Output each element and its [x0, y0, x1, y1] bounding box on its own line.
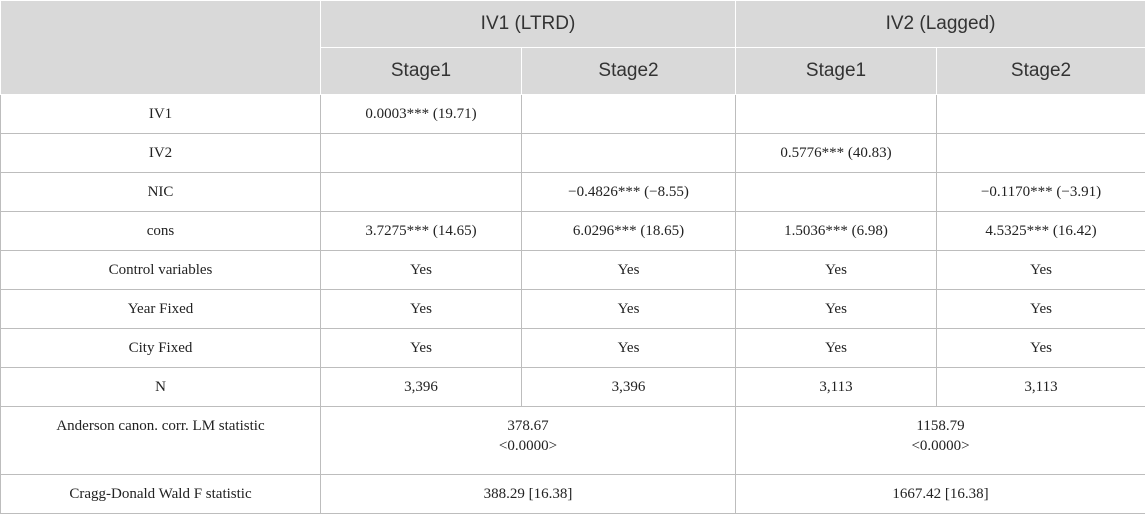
table-row: City Fixed Yes Yes Yes Yes — [1, 329, 1145, 368]
row-label: NIC — [1, 173, 321, 212]
table-cell: Yes — [937, 251, 1145, 290]
table-cell: 4.5325*** (16.42) — [937, 212, 1145, 251]
row-label: N — [1, 368, 321, 407]
table-cell: 1.5036*** (6.98) — [736, 212, 937, 251]
table-cell: Yes — [736, 251, 937, 290]
table-row: cons 3.7275*** (14.65) 6.0296*** (18.65)… — [1, 212, 1145, 251]
table-cell: Yes — [937, 329, 1145, 368]
table-cell: Yes — [736, 290, 937, 329]
anderson-row: Anderson canon. corr. LM statistic 378.6… — [1, 407, 1145, 475]
table-cell: Yes — [321, 290, 522, 329]
header-group-iv1: IV1 (LTRD) — [321, 1, 736, 48]
table-cell: 3,113 — [937, 368, 1145, 407]
anderson-iv2-cell: 1158.79 <0.0000> — [736, 407, 1145, 475]
row-label: City Fixed — [1, 329, 321, 368]
cragg-row: Cragg-Donald Wald F statistic 388.29 [16… — [1, 475, 1145, 514]
table-cell: Yes — [736, 329, 937, 368]
table-cell: −0.1170*** (−3.91) — [937, 173, 1145, 212]
row-label: cons — [1, 212, 321, 251]
table-cell — [522, 95, 736, 134]
anderson-iv1-value: 378.67 — [327, 416, 729, 436]
table-row: IV1 0.0003*** (19.71) — [1, 95, 1145, 134]
table-cell: Yes — [522, 251, 736, 290]
row-label: Anderson canon. corr. LM statistic — [1, 407, 321, 475]
row-label: IV1 — [1, 95, 321, 134]
table-cell: 3,396 — [522, 368, 736, 407]
table-cell: 0.5776*** (40.83) — [736, 134, 937, 173]
table-cell — [937, 134, 1145, 173]
table-cell — [321, 173, 522, 212]
cragg-iv1-cell: 388.29 [16.38] — [321, 475, 736, 514]
table-cell: Yes — [321, 329, 522, 368]
table-row: IV2 0.5776*** (40.83) — [1, 134, 1145, 173]
table-cell — [937, 95, 1145, 134]
anderson-iv2-pvalue: <0.0000> — [742, 436, 1139, 456]
table-cell: 6.0296*** (18.65) — [522, 212, 736, 251]
header-stage: Stage2 — [937, 48, 1145, 95]
table-cell: 3,396 — [321, 368, 522, 407]
table-cell: Yes — [937, 290, 1145, 329]
table-cell — [736, 173, 937, 212]
anderson-iv2-value: 1158.79 — [742, 416, 1139, 436]
table-cell: 3.7275*** (14.65) — [321, 212, 522, 251]
row-label: Control variables — [1, 251, 321, 290]
header-stage: Stage1 — [321, 48, 522, 95]
table-row: Control variables Yes Yes Yes Yes — [1, 251, 1145, 290]
table-cell: Yes — [522, 290, 736, 329]
table-row: N 3,396 3,396 3,113 3,113 — [1, 368, 1145, 407]
table-cell — [736, 95, 937, 134]
header-row-groups: IV1 (LTRD) IV2 (Lagged) — [1, 1, 1145, 48]
table-row: Year Fixed Yes Yes Yes Yes — [1, 290, 1145, 329]
header-corner — [1, 1, 321, 95]
row-label: IV2 — [1, 134, 321, 173]
table-cell — [321, 134, 522, 173]
table-cell: 3,113 — [736, 368, 937, 407]
row-label: Year Fixed — [1, 290, 321, 329]
cragg-iv2-cell: 1667.42 [16.38] — [736, 475, 1145, 514]
table-cell — [522, 134, 736, 173]
header-stage: Stage2 — [522, 48, 736, 95]
anderson-iv1-pvalue: <0.0000> — [327, 436, 729, 456]
anderson-iv1-cell: 378.67 <0.0000> — [321, 407, 736, 475]
header-group-iv2: IV2 (Lagged) — [736, 1, 1145, 48]
table-cell: Yes — [321, 251, 522, 290]
table-cell: Yes — [522, 329, 736, 368]
row-label: Cragg-Donald Wald F statistic — [1, 475, 321, 514]
header-stage: Stage1 — [736, 48, 937, 95]
table-row: NIC −0.4826*** (−8.55) −0.1170*** (−3.91… — [1, 173, 1145, 212]
table-cell: −0.4826*** (−8.55) — [522, 173, 736, 212]
table-cell: 0.0003*** (19.71) — [321, 95, 522, 134]
